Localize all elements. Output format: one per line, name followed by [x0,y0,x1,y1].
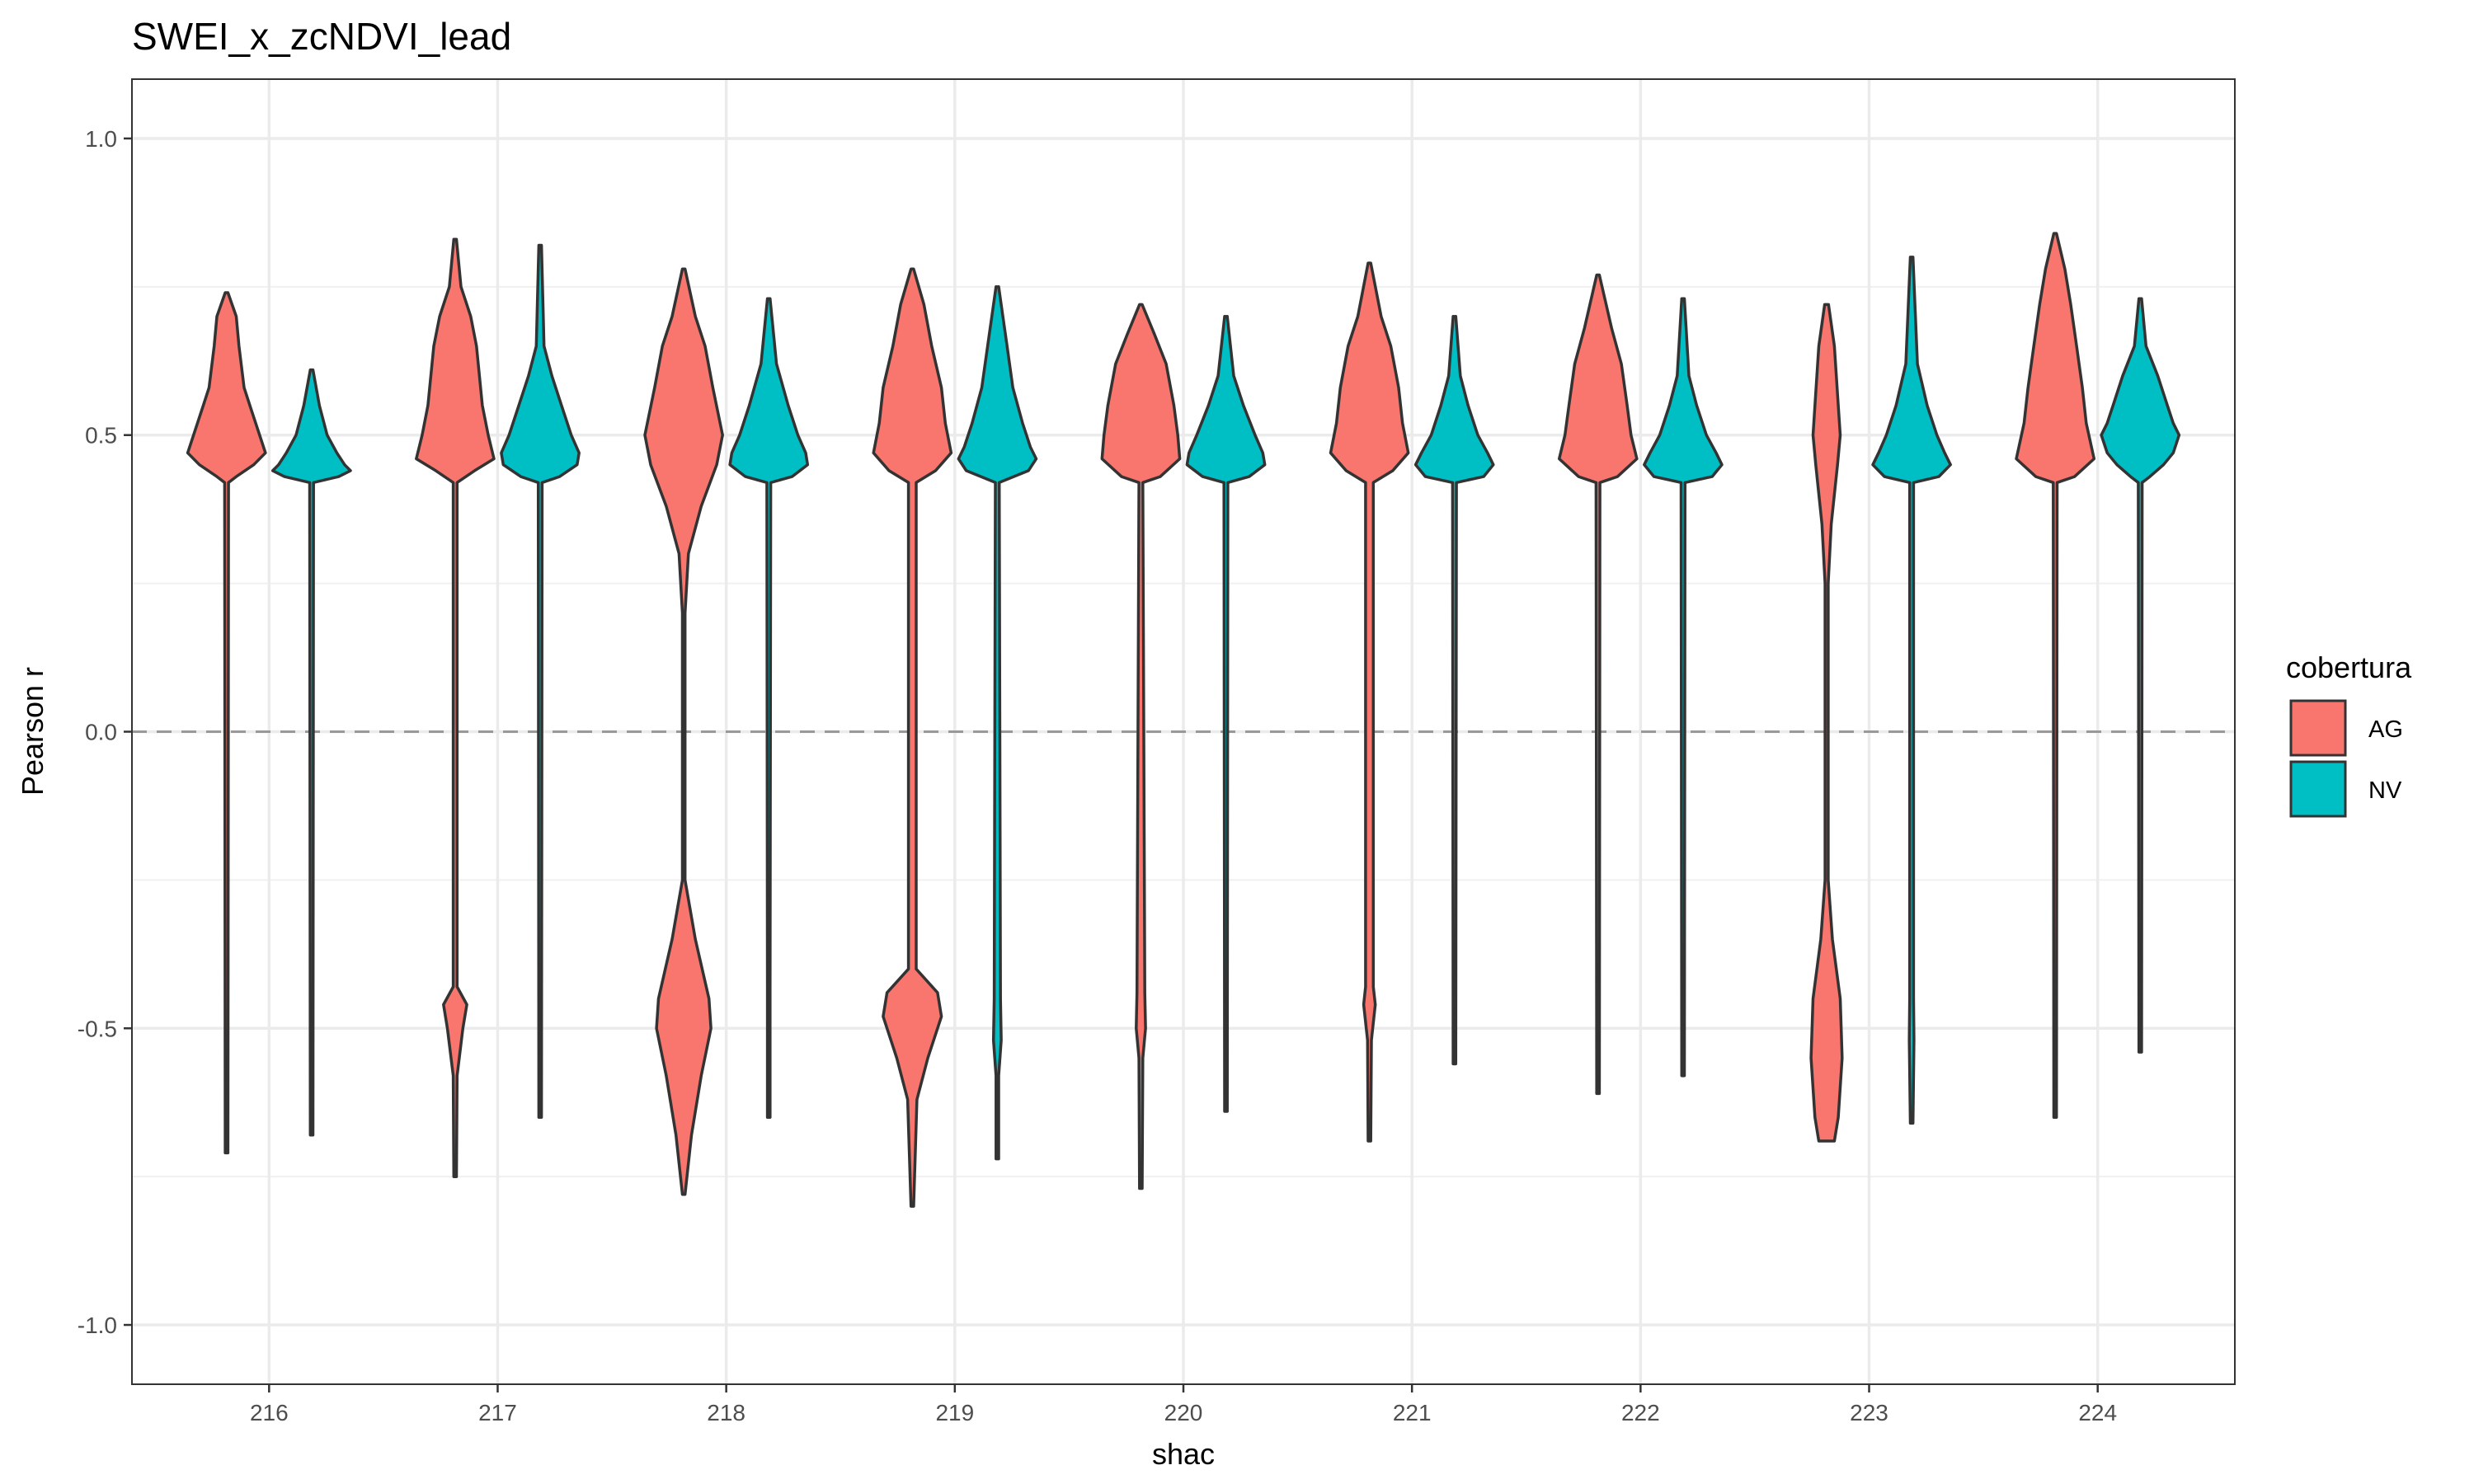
violin-nv-217 [500,243,581,1119]
violin-nv-219 [957,285,1038,1161]
violin-nv-224 [2100,297,2181,1054]
y-tick-label: 1.0 [85,126,117,152]
y-tick-label: -0.5 [78,1016,117,1041]
x-tick-label: 224 [2078,1400,2117,1425]
violin-ag-218 [643,267,724,1196]
violin-ag-221 [1329,261,1410,1143]
legend-title: cobertura [2286,650,2412,684]
violin-ag-220 [1100,303,1182,1190]
violin-nv-216 [270,368,352,1137]
x-tick-label: 217 [478,1400,517,1425]
legend-key-nv [2289,760,2347,818]
legend: cobertura AG NV [2286,650,2412,818]
violin-ag-219 [872,267,953,1208]
violin-ag-217 [415,237,496,1178]
x-tick-label: 218 [707,1400,745,1425]
violin-nv-220 [1185,315,1267,1113]
violin-ag-222 [1557,273,1639,1096]
axes: -1.0 -0.5 0.0 0.5 1.0 216 217 218 219 220 221 222 22… [78,126,2117,1425]
y-tick-label: -1.0 [78,1313,117,1338]
x-tick-label: 222 [1621,1400,1660,1425]
violin-ag-224 [2015,232,2096,1119]
legend-label-ag: AG [2368,716,2403,743]
x-axis-title: shac [1152,1437,1215,1471]
violin-nv-218 [728,297,810,1119]
violin-nv-222 [1643,297,1724,1078]
x-tick-label: 216 [250,1400,289,1425]
x-tick-label: 221 [1393,1400,1432,1425]
violin-ag-216 [186,291,267,1155]
violin-nv-221 [1413,315,1495,1066]
violin-nv-223 [1871,256,1952,1125]
legend-label-nv: NV [2368,777,2402,804]
violins [186,232,2181,1208]
x-tick-label: 220 [1164,1400,1203,1425]
y-tick-label: 0.0 [85,720,117,745]
legend-key-ag [2289,699,2347,757]
violin-ag-223 [1809,303,1844,1143]
plot-title: SWEI_x_zcNDVI_lead [132,15,511,58]
y-tick-label: 0.5 [85,423,117,448]
x-tick-label: 223 [1850,1400,1888,1425]
x-tick-label: 219 [935,1400,974,1425]
y-axis-title: Pearson r [16,667,49,796]
